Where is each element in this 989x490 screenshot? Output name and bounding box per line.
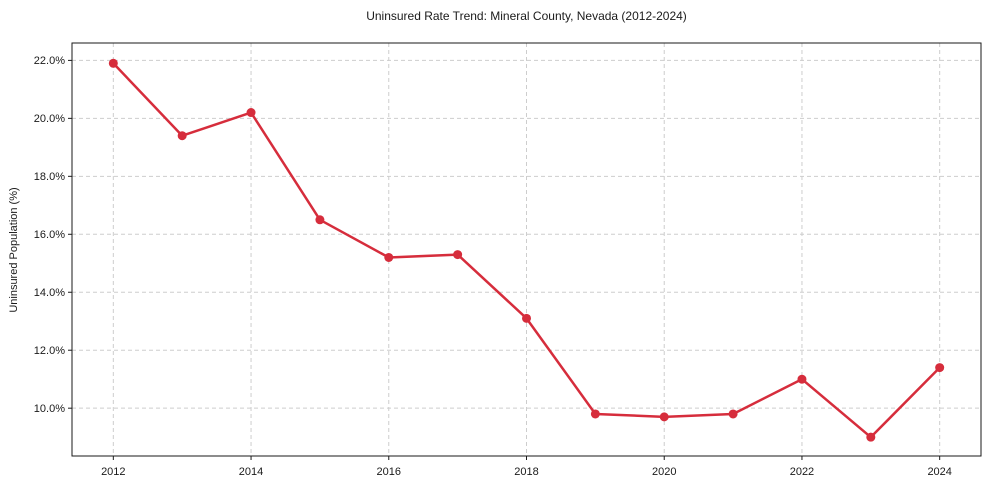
- y-tick-label: 10.0%: [34, 403, 65, 415]
- data-point-2023: [866, 432, 876, 442]
- y-tick-label: 18.0%: [34, 171, 65, 183]
- y-tick-label: 14.0%: [34, 287, 65, 299]
- data-point-2021: [728, 409, 738, 419]
- data-point-2017: [453, 250, 463, 260]
- x-tick-label: 2020: [652, 466, 676, 478]
- chart-title: Uninsured Rate Trend: Mineral County, Ne…: [366, 9, 687, 23]
- y-tick-label: 16.0%: [34, 229, 65, 241]
- x-tick-label: 2012: [101, 466, 125, 478]
- x-tick-label: 2024: [927, 466, 951, 478]
- x-tick-label: 2022: [790, 466, 814, 478]
- x-tick-label: 2016: [377, 466, 401, 478]
- data-point-2016: [384, 252, 394, 262]
- data-point-2024: [935, 363, 945, 373]
- data-point-2014: [246, 108, 256, 118]
- x-tick-label: 2018: [514, 466, 538, 478]
- data-point-2013: [177, 131, 187, 141]
- y-tick-label: 12.0%: [34, 345, 65, 357]
- y-tick-label: 20.0%: [34, 113, 65, 125]
- data-point-2022: [797, 374, 807, 384]
- data-point-2018: [522, 313, 531, 323]
- data-point-2019: [590, 409, 600, 419]
- y-tick-label: 22.0%: [34, 55, 65, 67]
- x-tick-label: 2014: [239, 466, 263, 478]
- data-point-2015: [315, 215, 325, 225]
- data-point-2012: [108, 58, 118, 68]
- data-point-2020: [659, 412, 669, 422]
